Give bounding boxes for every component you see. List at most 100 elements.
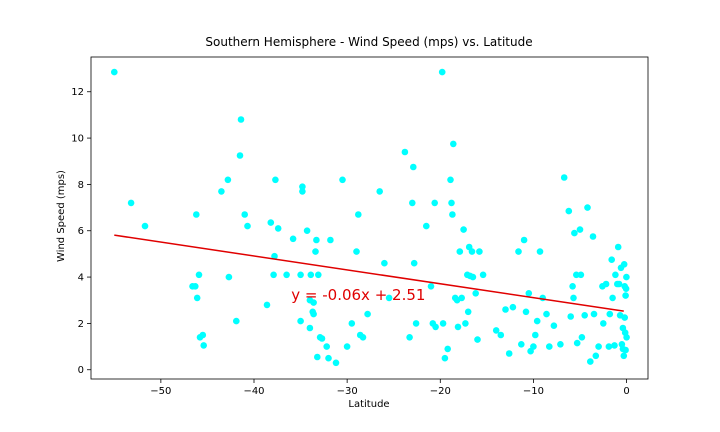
- data-point: [409, 199, 416, 207]
- data-point: [318, 335, 326, 342]
- data-point: [193, 294, 201, 302]
- data-point: [615, 280, 623, 288]
- data-point: [313, 236, 320, 244]
- data-point: [620, 261, 628, 268]
- regression-line: [114, 234, 624, 312]
- data-point: [297, 271, 304, 279]
- data-point: [464, 308, 472, 316]
- data-point: [310, 310, 317, 318]
- data-point: [587, 358, 594, 365]
- y-tick-label: 6: [78, 226, 84, 237]
- data-point: [456, 248, 464, 255]
- data-point: [570, 294, 577, 302]
- data-point: [449, 211, 456, 218]
- data-point: [237, 116, 245, 123]
- data-point: [401, 148, 409, 156]
- data-point: [332, 359, 340, 367]
- data-point: [505, 350, 513, 357]
- y-tick-label: 8: [78, 180, 84, 191]
- data-point: [608, 256, 615, 264]
- data-point: [546, 343, 553, 350]
- data-point: [310, 299, 317, 306]
- data-point: [303, 227, 311, 234]
- data-point: [509, 303, 517, 311]
- data-point: [441, 354, 449, 362]
- data-point: [614, 243, 622, 251]
- y-axis-label: Wind Speed (mps): [56, 170, 67, 262]
- data-point: [532, 331, 539, 339]
- data-point: [543, 310, 550, 318]
- data-point: [353, 248, 360, 255]
- x-tick-label: −40: [243, 386, 264, 397]
- y-tick-label: 4: [78, 273, 84, 284]
- data-point: [343, 343, 351, 350]
- data-point: [410, 163, 417, 171]
- data-point: [385, 294, 393, 302]
- data-point: [550, 322, 558, 330]
- regression-equation: y = -0.06x + 2.51: [291, 286, 425, 304]
- data-point: [299, 188, 306, 195]
- data-point: [589, 233, 597, 240]
- data-point: [233, 317, 240, 325]
- data-point: [539, 294, 546, 302]
- data-point: [622, 285, 630, 293]
- data-point: [263, 301, 271, 309]
- data-point: [469, 273, 477, 281]
- data-point: [492, 327, 500, 334]
- data-point: [600, 320, 607, 327]
- data-point: [192, 283, 199, 290]
- data-point: [569, 283, 576, 290]
- data-point: [364, 310, 371, 318]
- data-point: [199, 331, 207, 339]
- data-point: [225, 273, 233, 281]
- data-point: [193, 211, 200, 218]
- data-point: [111, 68, 118, 76]
- data-point: [454, 323, 462, 331]
- data-point: [620, 352, 628, 360]
- data-point: [412, 320, 420, 327]
- data-point: [590, 310, 598, 318]
- data-point: [468, 248, 476, 255]
- data-point: [573, 271, 580, 279]
- y-tick-label: 10: [71, 134, 84, 145]
- data-point: [327, 236, 334, 244]
- data-point: [272, 176, 279, 184]
- data-point: [578, 334, 586, 341]
- data-point: [241, 211, 248, 218]
- data-point: [432, 323, 439, 331]
- data-point: [533, 317, 541, 325]
- data-point: [520, 236, 528, 244]
- data-point: [602, 280, 610, 288]
- data-point: [474, 336, 481, 343]
- y-tick-label: 12: [71, 87, 84, 98]
- data-point: [348, 320, 356, 327]
- data-point: [518, 341, 525, 348]
- data-point: [323, 343, 331, 350]
- x-tick-label: −50: [150, 386, 171, 397]
- data-point: [289, 235, 297, 243]
- data-point: [376, 188, 384, 195]
- data-point: [576, 226, 584, 233]
- data-point: [571, 229, 578, 237]
- data-point: [525, 290, 533, 297]
- data-point: [224, 176, 232, 184]
- x-tick-label: −30: [337, 386, 358, 397]
- data-point: [244, 222, 251, 230]
- data-point: [315, 271, 322, 279]
- data-point: [460, 226, 467, 233]
- data-point: [406, 334, 413, 341]
- data-point: [472, 290, 480, 297]
- data-point: [567, 313, 574, 320]
- y-tick-label: 2: [78, 319, 84, 330]
- x-axis-label: Latitude: [348, 399, 389, 410]
- x-axis: −50 −40 −30 −20 −10 0: [150, 379, 630, 397]
- y-axis: 0 2 4 6 8 10 12: [71, 87, 91, 376]
- data-point: [381, 259, 388, 267]
- data-point: [448, 199, 455, 207]
- data-point: [314, 353, 321, 361]
- data-point: [200, 342, 207, 349]
- data-point: [218, 188, 225, 195]
- data-point: [438, 68, 446, 76]
- data-point: [592, 352, 600, 360]
